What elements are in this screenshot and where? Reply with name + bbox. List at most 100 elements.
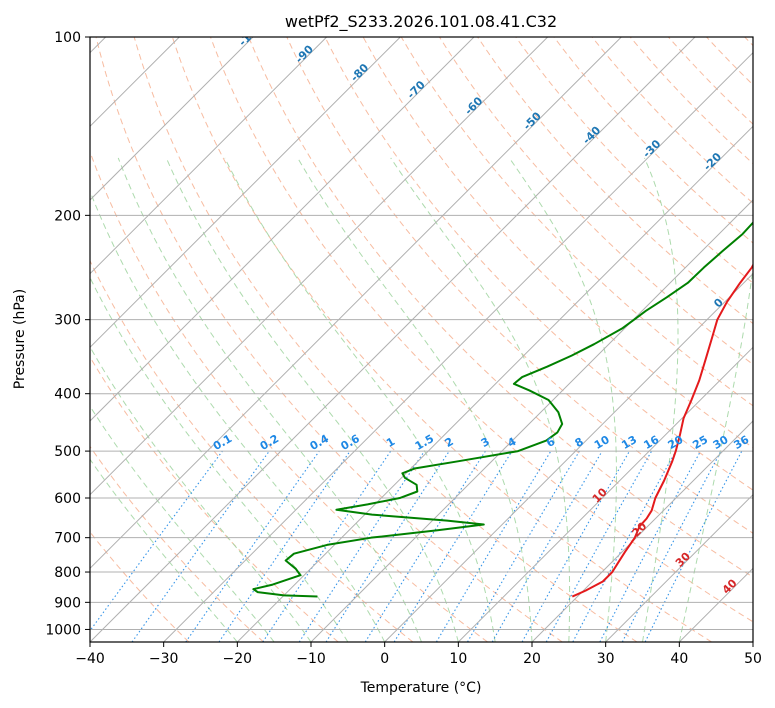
x-tick-label: −40	[75, 651, 105, 667]
isotherm-label: -60	[462, 94, 485, 117]
mixing-ratio-label: 20	[666, 433, 686, 452]
moist-adiabat-line	[642, 157, 679, 642]
moist-adiabat-line	[297, 157, 533, 642]
mixing-ratio-label: 0.1	[211, 432, 234, 453]
mixing-ratio-line	[467, 450, 580, 642]
mixing-ratio-label: 16	[641, 433, 661, 452]
dry-adiabat-label: 10	[590, 485, 610, 505]
y-tick-label: 900	[54, 595, 81, 611]
mixing-ratio-line	[298, 450, 425, 642]
background-lines	[90, 37, 753, 642]
mixing-ratio-label: 0.6	[338, 432, 362, 453]
mixing-ratio-label: 10	[592, 433, 612, 452]
y-tick-label: 200	[54, 208, 81, 224]
dry-adiabat-line	[515, 37, 753, 284]
moist-adiabat-line	[390, 157, 571, 642]
isotherm-line	[90, 37, 696, 642]
dry-adiabat-line	[286, 37, 753, 534]
y-tick-label: 600	[54, 491, 81, 507]
x-axis: −40 −30 −20 −10 0 10 20 30 40 50	[75, 642, 762, 667]
mixing-ratio-line	[185, 450, 320, 642]
moist-adiabat-line	[508, 157, 617, 642]
dry-adiabat-line	[133, 37, 638, 642]
dry-adiabat-line	[744, 37, 753, 47]
dry-adiabat-label: 30	[673, 549, 693, 569]
dry-adiabat-line	[248, 37, 753, 578]
mixing-ratio-label: 3	[479, 435, 492, 450]
mixing-ratio-line	[599, 450, 702, 642]
mixing-ratio-line	[572, 450, 677, 642]
mixing-ratio-line	[435, 450, 552, 642]
isotherm-line	[90, 37, 549, 496]
mixing-ratio-label: 0.4	[308, 432, 332, 453]
isotherm-line	[90, 37, 328, 275]
mixing-ratio-label: 36	[732, 433, 752, 452]
isotherm-line	[457, 346, 753, 642]
isotherm-line	[752, 641, 753, 642]
mixing-ratio-label: 0.2	[258, 432, 281, 453]
y-tick-label: 800	[54, 565, 81, 581]
isotherm-line	[90, 37, 622, 570]
isotherm-line	[236, 125, 753, 642]
isotherm-line	[90, 37, 254, 201]
mixing-ratio-line	[131, 450, 270, 642]
mixing-ratio-label: 1.5	[413, 432, 436, 453]
x-tick-label: 50	[744, 651, 762, 667]
isotherm-line	[90, 37, 475, 422]
isotherm-line	[678, 567, 753, 642]
x-tick-label: −10	[296, 651, 326, 667]
moist-adiabat-line	[90, 345, 312, 642]
dry-adiabat-line	[324, 37, 753, 491]
moist-adiabat-line	[117, 157, 422, 642]
isotherm-line	[163, 51, 753, 642]
dry-adiabat-line	[210, 37, 753, 623]
x-tick-label: 20	[523, 651, 541, 667]
isotherm-label: -100	[236, 20, 265, 49]
dry-adiabat-line	[90, 531, 190, 642]
mixing-ratio-line	[545, 450, 653, 642]
mixing-ratio-line	[521, 450, 630, 642]
mixing-ratio-label: 2	[443, 435, 456, 450]
dry-adiabat-line	[90, 150, 488, 642]
x-tick-label: 10	[449, 651, 467, 667]
moist-adiabat-line	[90, 458, 238, 642]
y-tick-label: 700	[54, 531, 81, 547]
x-tick-label: −30	[149, 651, 179, 667]
dry-adiabat-label: 40	[720, 576, 740, 596]
y-tick-label: 100	[54, 30, 81, 46]
x-tick-label: 30	[597, 651, 615, 667]
dry-adiabat-label: 20	[629, 519, 649, 539]
dry-adiabat-line	[171, 37, 712, 642]
isotherm-label: -80	[348, 61, 371, 84]
mixing-ratio-line	[393, 450, 513, 642]
isotherm-label: -20	[701, 150, 724, 173]
plot-frame	[89, 36, 754, 643]
dry-adiabat-line	[90, 445, 264, 642]
sounding-series	[252, 221, 753, 598]
y-tick-label: 500	[54, 444, 81, 460]
isotherm-label: -40	[580, 124, 603, 147]
y-tick-label: 400	[54, 387, 81, 403]
isotherm-line	[90, 37, 401, 349]
isotherm-line	[605, 493, 753, 642]
temperature-line	[571, 263, 753, 598]
mixing-ratio-line	[644, 450, 743, 642]
y-tick-label: 300	[54, 313, 81, 329]
dry-adiabat-line	[553, 37, 753, 244]
mixing-ratio-line	[90, 450, 223, 632]
moist-adiabat-line	[90, 405, 275, 642]
chart-title: wetPf2_S233.2026.101.08.41.C32	[285, 12, 557, 32]
mixing-ratio-line	[218, 450, 351, 642]
mixing-ratio-label: 4	[505, 435, 518, 450]
x-tick-label: 40	[670, 651, 688, 667]
dry-adiabat-line	[90, 356, 339, 642]
mixing-ratio-label: 30	[711, 433, 731, 452]
moist-adiabat-line	[90, 276, 349, 642]
x-tick-label: 0	[380, 651, 389, 667]
dry-adiabat-line	[706, 37, 753, 86]
dry-adiabat-line	[90, 259, 414, 642]
mixing-ratio-line	[262, 450, 392, 642]
isotherm-label: -30	[640, 137, 663, 160]
isotherm-line	[310, 199, 753, 642]
